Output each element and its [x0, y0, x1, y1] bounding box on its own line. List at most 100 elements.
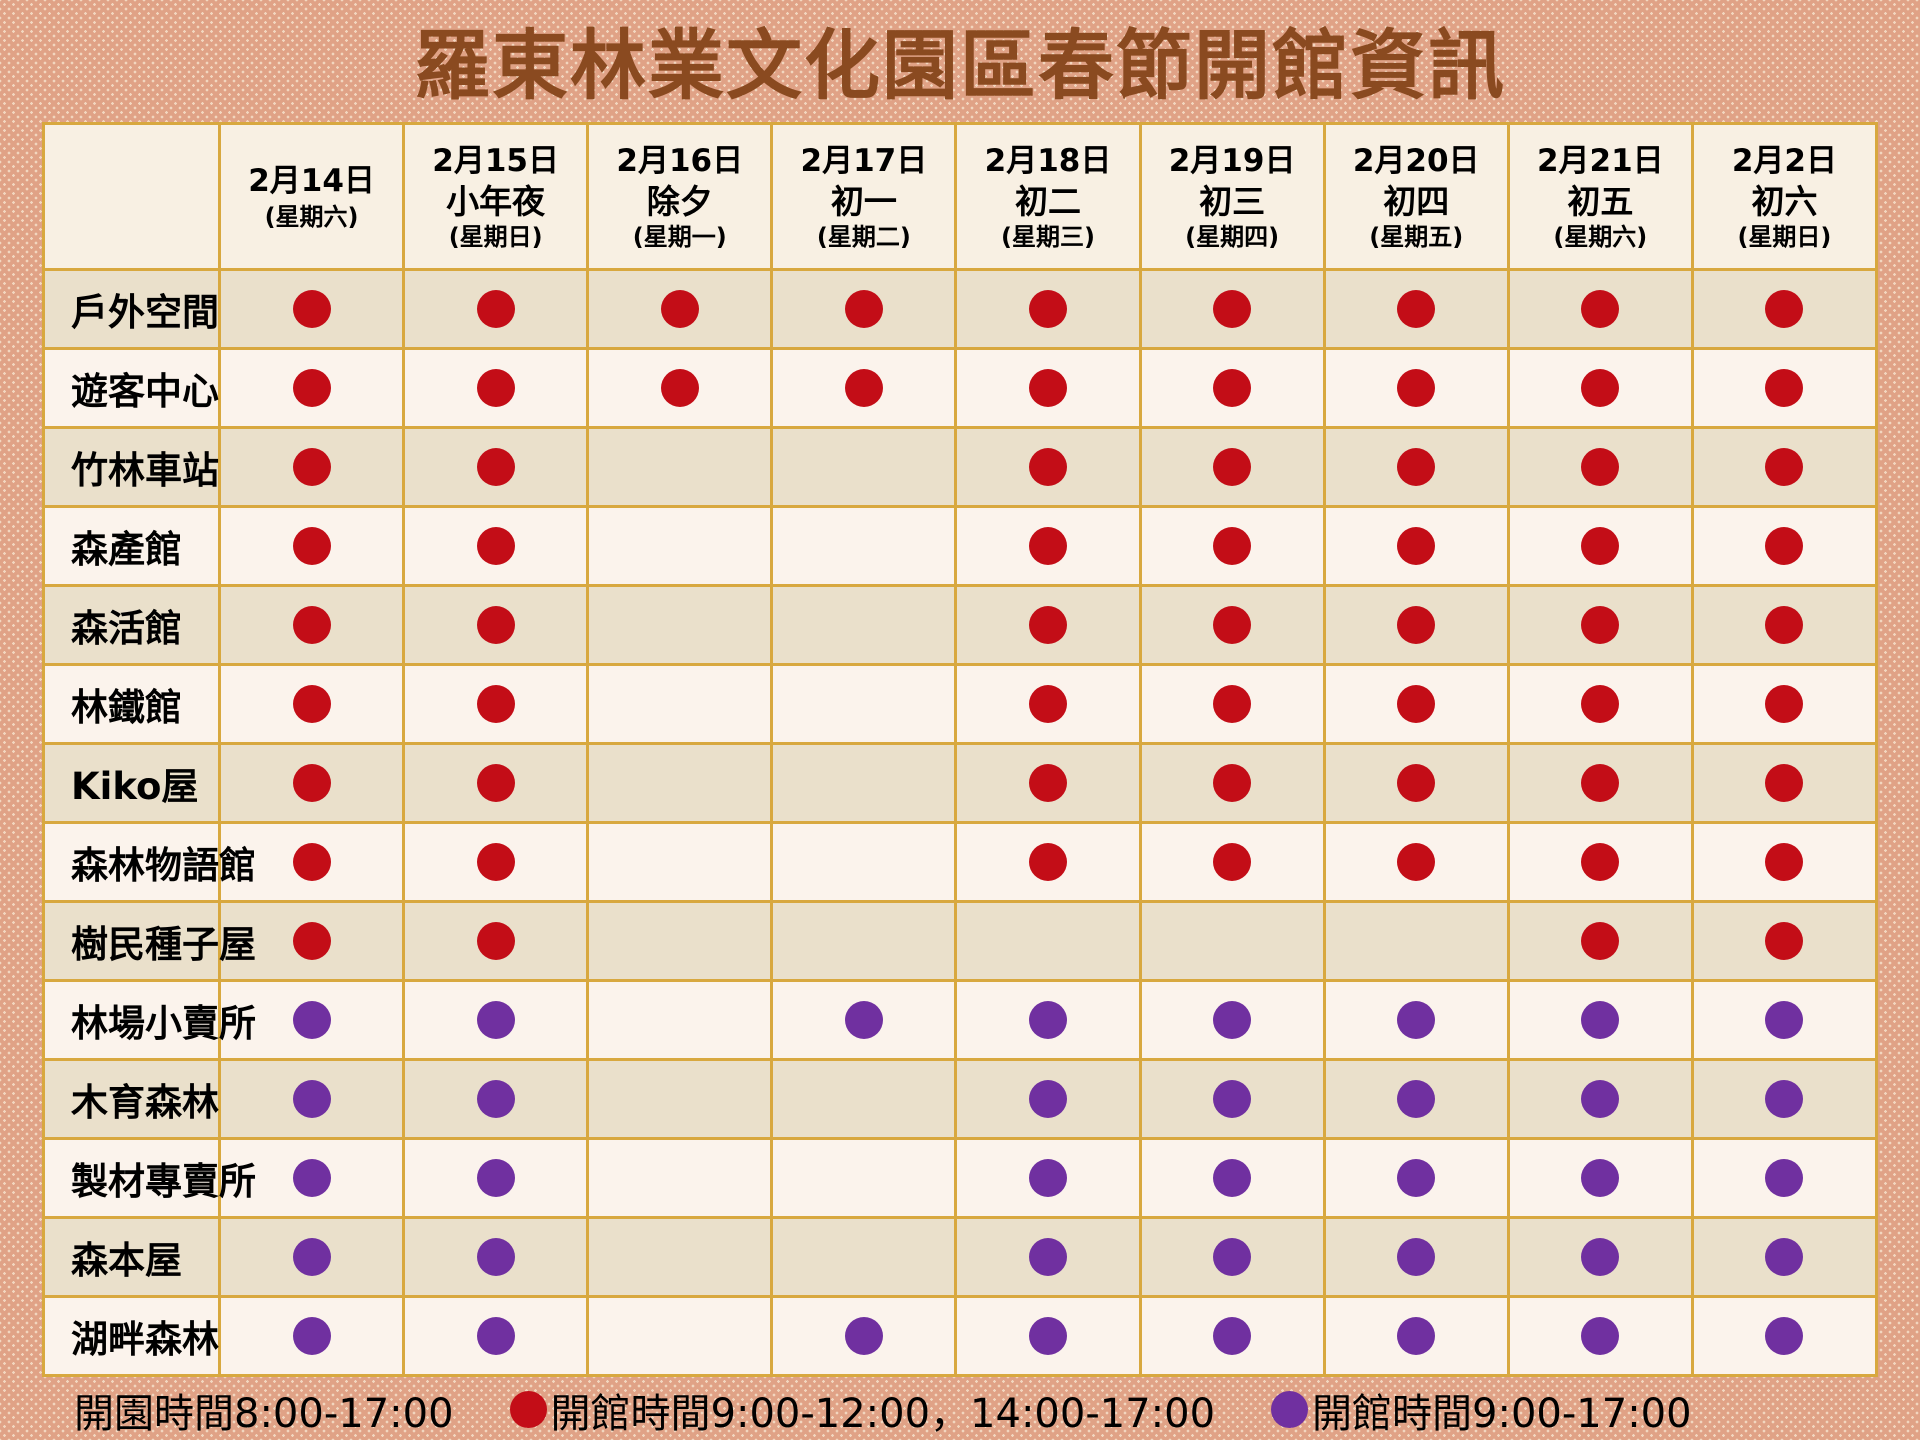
schedule-cell — [1506, 900, 1694, 982]
schedule-cell — [770, 505, 958, 587]
schedule-cell — [954, 268, 1142, 350]
schedule-cell — [1138, 1058, 1326, 1140]
table-row: 森產館 — [42, 505, 1879, 587]
red-dot-icon — [1028, 290, 1067, 328]
schedule-cell — [402, 268, 590, 350]
table-row: 森本屋 — [42, 1216, 1879, 1298]
schedule-cell — [217, 268, 406, 350]
schedule-cell — [217, 663, 406, 745]
schedule-cell — [217, 1216, 406, 1298]
schedule-cell — [1690, 268, 1879, 350]
table-row: 木育森林 — [42, 1058, 1879, 1140]
schedule-cell — [1690, 663, 1879, 745]
schedule-cell — [402, 1058, 590, 1140]
schedule-cell — [1506, 584, 1694, 666]
row-label: 森本屋 — [42, 1216, 221, 1298]
red-dot-icon — [660, 369, 699, 407]
row-label: 林場小賣所 — [42, 979, 256, 1061]
table-row: 製材專賣所 — [42, 1137, 1879, 1219]
holiday-label: 初一 — [830, 182, 897, 222]
schedule-cell — [1138, 505, 1326, 587]
schedule-cell — [1506, 1295, 1694, 1377]
legend-item-red: 開館時間9:00-12:00，14:00-17:00 — [509, 1381, 1215, 1439]
red-dot-icon — [1581, 527, 1620, 565]
weekday-label: (星期六) — [1553, 223, 1648, 252]
red-dot-icon — [476, 922, 515, 960]
schedule-cell — [954, 1137, 1142, 1219]
schedule-cell — [217, 505, 406, 587]
schedule-cell — [1690, 1058, 1879, 1140]
schedule-cell — [954, 347, 1142, 429]
schedule-cell — [954, 1058, 1142, 1140]
red-dot-icon — [1213, 685, 1252, 723]
purple-dot-icon — [1213, 1080, 1252, 1118]
schedule-cell — [586, 1058, 774, 1140]
schedule-cell — [1138, 347, 1326, 429]
row-label: 木育森林 — [42, 1058, 221, 1140]
row-label: 戶外空間 — [42, 268, 221, 350]
holiday-label: 初四 — [1383, 182, 1450, 222]
weekday-label: (星期一) — [632, 223, 727, 252]
legend-item-purple: 開館時間9:00-17:00 — [1271, 1381, 1692, 1439]
schedule-cell — [217, 821, 406, 903]
purple-dot-icon — [844, 1317, 883, 1355]
schedule-cell — [1322, 1058, 1510, 1140]
schedule-cell — [402, 742, 590, 824]
row-label: 遊客中心 — [42, 347, 221, 429]
schedule-cell — [1138, 742, 1326, 824]
weekday-label: (星期三) — [1001, 223, 1095, 252]
schedule-cell — [1506, 663, 1694, 745]
purple-dot-icon — [1397, 1080, 1436, 1118]
schedule-cell — [1506, 268, 1694, 350]
red-dot-icon — [1765, 922, 1804, 960]
red-dot-icon — [1028, 685, 1067, 723]
schedule-cell — [1506, 1058, 1694, 1140]
red-dot-icon — [1397, 290, 1436, 328]
purple-dot-icon — [1581, 1001, 1620, 1039]
schedule-cell — [770, 742, 958, 824]
schedule-cell — [1138, 900, 1326, 982]
red-dot-icon — [476, 369, 515, 407]
schedule-cell — [1322, 663, 1510, 745]
schedule-cell — [1322, 584, 1510, 666]
purple-dot-icon — [1271, 1391, 1309, 1428]
date-label: 2月15日 — [432, 142, 560, 179]
purple-dot-icon — [1028, 1238, 1067, 1276]
column-header: 2月14日 (星期六) — [217, 122, 406, 271]
row-label: Kiko屋 — [42, 742, 221, 824]
purple-dot-icon — [1213, 1159, 1252, 1197]
schedule-cell — [1322, 426, 1510, 508]
table-row: 林場小賣所 — [42, 979, 1879, 1061]
schedule-cell — [1690, 979, 1879, 1061]
red-dot-icon — [1213, 369, 1252, 407]
schedule-cell — [1690, 1295, 1879, 1377]
schedule-cell — [1506, 505, 1694, 587]
schedule-cell — [586, 268, 774, 350]
schedule-cell — [770, 584, 958, 666]
schedule-cell — [402, 584, 590, 666]
park-hours-label: 開園時間8:00-17:00 — [74, 1390, 454, 1437]
red-dot-icon — [292, 685, 331, 723]
purple-dot-icon — [1397, 1238, 1436, 1276]
red-dot-icon — [1765, 527, 1804, 565]
schedule-cell — [1690, 821, 1879, 903]
row-label: 森林物語館 — [42, 821, 256, 903]
schedule-cell — [1506, 426, 1694, 508]
table-row: 竹林車站 — [42, 426, 1879, 508]
red-dot-icon — [509, 1391, 547, 1428]
schedule-cell — [1138, 584, 1326, 666]
schedule-cell — [217, 1295, 406, 1377]
weekday-label: (星期五) — [1369, 223, 1464, 252]
schedule-cell — [1322, 742, 1510, 824]
schedule-cell — [402, 1216, 590, 1298]
purple-dot-icon — [292, 1159, 331, 1197]
column-header: 2月18日 初二 (星期三) — [954, 122, 1142, 271]
purple-hours-label: 開館時間9:00-17:00 — [1312, 1390, 1692, 1437]
schedule-cell — [1690, 584, 1879, 666]
red-dot-icon — [1581, 290, 1620, 328]
red-dot-icon — [1213, 843, 1252, 881]
schedule-cell — [586, 1137, 774, 1219]
schedule-cell — [770, 268, 958, 350]
schedule-cell — [217, 1137, 406, 1219]
schedule-cell — [770, 1216, 958, 1298]
